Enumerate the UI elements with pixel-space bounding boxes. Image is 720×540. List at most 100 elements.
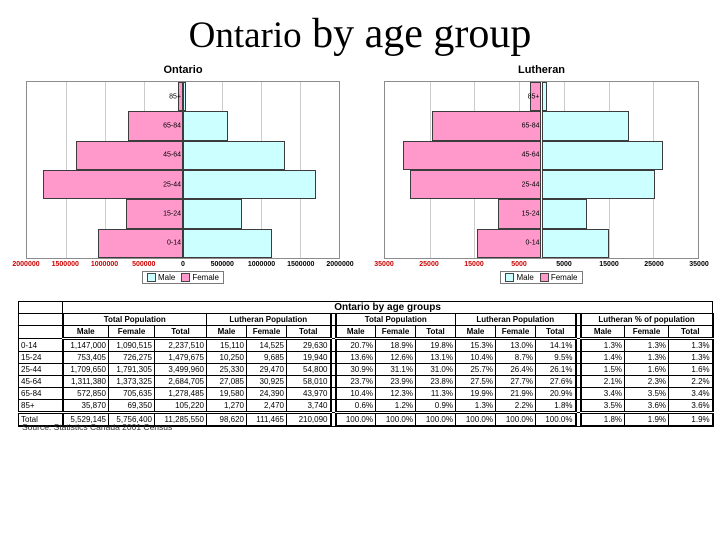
table-cell: 26.1%	[535, 363, 577, 376]
col-header: Male	[579, 325, 625, 340]
table-cell: 10.4%	[334, 387, 376, 400]
pyramid-bar-female	[498, 199, 542, 229]
x-tick-label: 5000	[556, 261, 572, 268]
group-header: Total Population	[334, 313, 456, 326]
col-header: Female	[375, 325, 416, 340]
table-cell: 1,090,515	[108, 338, 155, 352]
table-cell: 210,090	[286, 411, 332, 427]
col-header: Female	[624, 325, 669, 340]
table-cell: 19.9%	[455, 387, 496, 400]
table-cell: 0.6%	[334, 399, 376, 413]
col-header: Female	[246, 325, 287, 340]
table-cell: 2.3%	[624, 375, 669, 388]
table-cell: 726,275	[108, 351, 155, 364]
table-cell: 1.8%	[579, 411, 625, 427]
col-header: Female	[108, 325, 155, 340]
table-cell: 11.3%	[415, 387, 456, 400]
population-table: Ontario by age groups Total Population Lut…	[18, 301, 714, 427]
table-cell: 19.8%	[415, 338, 456, 352]
table-cell: 58,010	[286, 375, 332, 388]
table-cell: 753,405	[61, 351, 109, 364]
pyramid-bar-female	[127, 111, 183, 141]
table-cell: 2,684,705	[154, 375, 207, 388]
legend-item-female: Female	[539, 273, 578, 282]
x-tick-label: 1000000	[90, 261, 119, 268]
plot-area: 85+ 65-84 45-64 25-44 15-24 0-14	[384, 81, 699, 259]
pyramid-bar-male	[183, 228, 273, 258]
pyramid-bar-male	[541, 228, 610, 258]
pyramid-bar-female	[43, 170, 183, 200]
category-label: 85+	[169, 93, 181, 101]
x-tick-label: 1000000	[247, 261, 276, 268]
table-cell: 23.9%	[375, 375, 416, 388]
table-cell: 5,529,145	[61, 411, 109, 427]
table-cell: 2.2%	[495, 399, 536, 413]
legend-item-male: Male	[146, 273, 175, 282]
legend-item-female: Female	[181, 273, 219, 282]
legend: Male Female	[371, 271, 712, 284]
table-cell: 20.9%	[535, 387, 577, 400]
row-label: 15-24	[18, 351, 63, 364]
table-cell: 35,870	[61, 399, 109, 413]
x-tick-label: 15000	[464, 261, 484, 268]
row-label: 25-44	[18, 363, 63, 376]
slide-title-part2: by age group	[301, 11, 532, 57]
table-cell: 19,940	[286, 351, 332, 364]
pyramid-bar-female	[403, 140, 542, 170]
category-label: 25-44	[521, 181, 540, 189]
table-cell: 1.3%	[667, 338, 714, 352]
pyramid-bar-male	[183, 199, 242, 229]
table-cell: 12.6%	[375, 351, 416, 364]
table-cell: 13.1%	[415, 351, 456, 364]
category-label: 0-14	[525, 239, 540, 247]
table-cell: 105,220	[154, 399, 207, 413]
chart-ontario: Ontario 85+ 65-84 45-64 25-44 15-24 0-14 200000…	[12, 64, 354, 292]
table-cell: 1.2%	[375, 399, 416, 413]
table-cell: 100.0%	[415, 411, 456, 427]
table-cell: 2.1%	[579, 375, 625, 388]
col-header: Total	[286, 325, 332, 340]
table-cell: 9.5%	[535, 351, 577, 364]
table-cell: 3,499,960	[154, 363, 207, 376]
table-cell: 1.8%	[535, 399, 577, 413]
x-tick-label: 15000	[599, 261, 619, 268]
chart-title: Ontario	[163, 64, 203, 76]
x-axis: 2000000 1500000 1000000 500000 0 500000 100000…	[12, 259, 353, 270]
table-cell: 1,270	[206, 399, 247, 413]
table-cell: 1.3%	[624, 351, 669, 364]
legend-swatch-male	[505, 273, 515, 282]
legend-swatch-female	[539, 273, 549, 282]
legend-box: Male Female	[500, 271, 583, 284]
table-cell: 100.0%	[334, 411, 376, 427]
table-cell: 25.7%	[455, 363, 496, 376]
table-cell: 1.3%	[579, 338, 625, 352]
table-cell: 27.7%	[495, 375, 536, 388]
table-cell: 0.9%	[415, 399, 456, 413]
table-cell: 3.6%	[667, 399, 714, 413]
x-tick-label: 25000	[644, 261, 664, 268]
label-col-blank	[18, 325, 63, 339]
table-cell: 12.3%	[375, 387, 416, 400]
table-cell: 1.4%	[579, 351, 625, 364]
col-header: Total	[154, 325, 207, 340]
table-cell: 3.4%	[667, 387, 714, 400]
x-tick-label: 35000	[374, 261, 394, 268]
table-title: Ontario by age groups	[61, 301, 714, 314]
pyramid-bar-male	[541, 140, 663, 170]
legend-label: Female	[550, 273, 578, 282]
table-cell: 111,465	[246, 411, 287, 427]
table-cell: 29,630	[286, 338, 332, 352]
slide-title-part1: Ontario	[188, 15, 302, 56]
legend-label: Female	[192, 273, 220, 282]
table-cell: 572,850	[61, 387, 109, 400]
table-cell: 23.8%	[415, 375, 456, 388]
label-col-blank	[18, 313, 63, 326]
table-cell: 2.2%	[667, 375, 714, 388]
pyramid-bar-male	[183, 170, 317, 200]
table-cell: 19,580	[206, 387, 247, 400]
table-cell: 25,330	[206, 363, 247, 376]
table-cell: 18.9%	[375, 338, 416, 352]
pyramid-bar-male	[541, 199, 588, 229]
category-label: 15-24	[521, 210, 540, 218]
age-table: Ontario by age groups Total Population Lut…	[18, 301, 714, 427]
